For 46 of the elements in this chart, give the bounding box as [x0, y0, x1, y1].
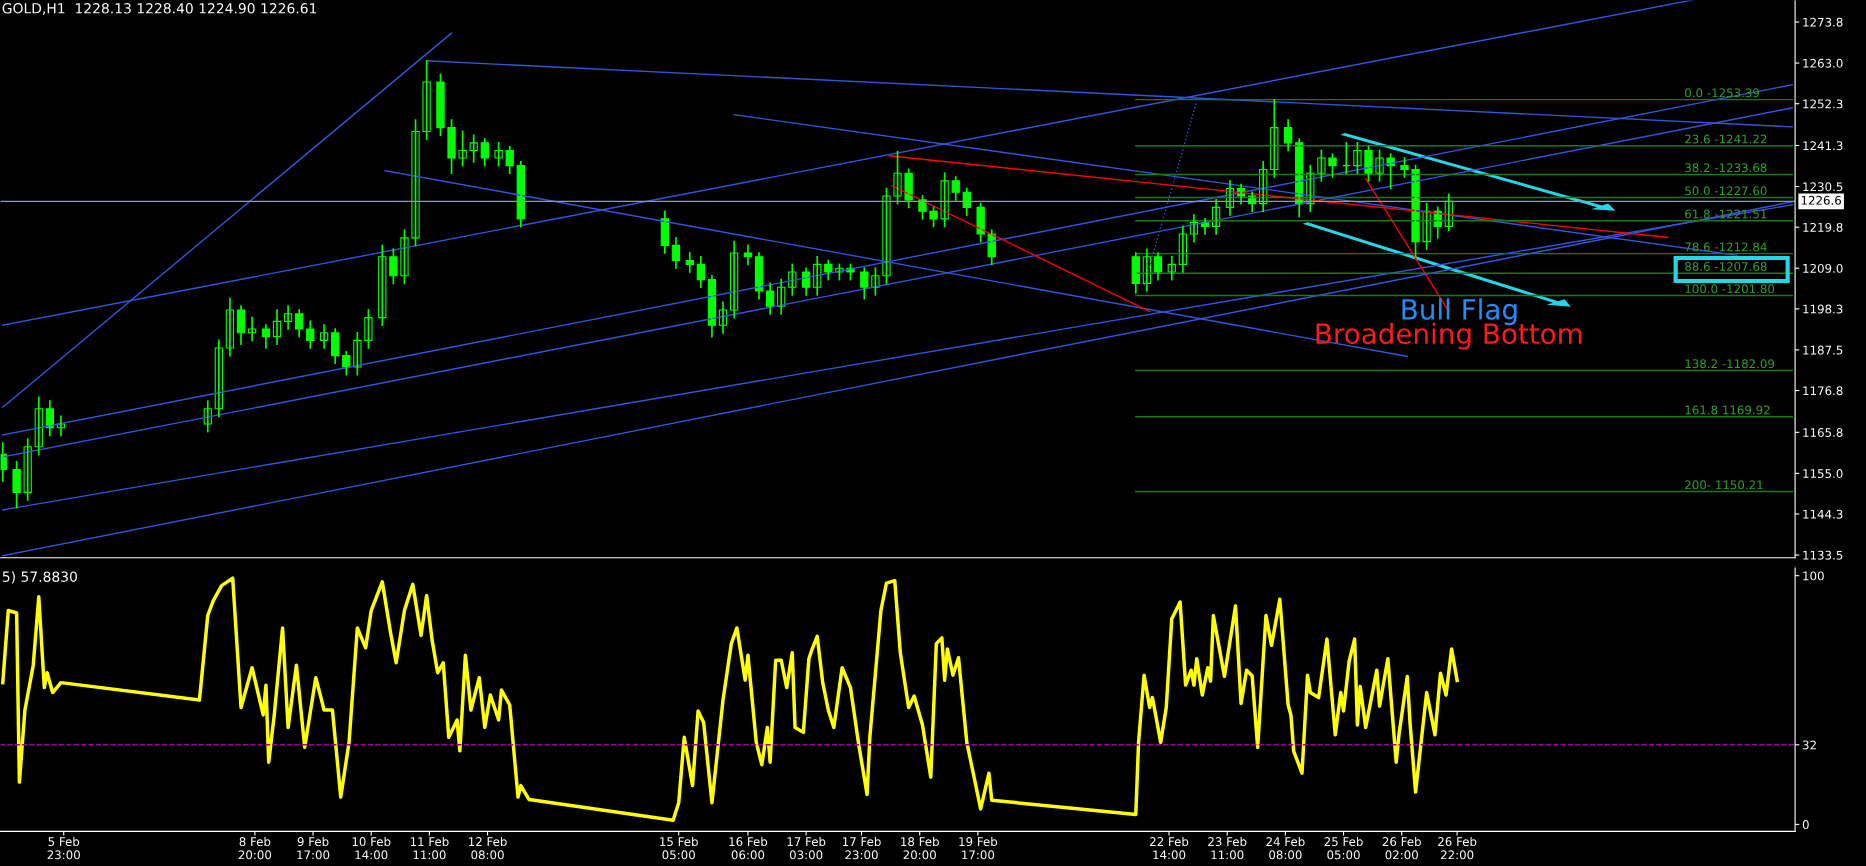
annotation: 50.0 -1227.60: [1685, 186, 1767, 196]
y-tick-label: 1241.3: [1803, 141, 1843, 151]
chart-title: GOLD,H1 1228.13 1228.40 1224.90 1226.61: [2, 3, 317, 15]
x-tick-label: 17 Feb 23:00: [842, 836, 881, 860]
x-tick-label: 19 Feb 17:00: [959, 836, 998, 860]
x-tick-label: 5 Feb 23:00: [47, 836, 80, 860]
x-tick-label: 18 Feb 20:00: [901, 836, 939, 860]
x-tick-label: 9 Feb 17:00: [297, 836, 330, 860]
annotation: 200- 1150.21: [1685, 480, 1763, 490]
annotation: 88.6 -1207.68: [1685, 262, 1767, 271]
annotation: 5) 57.8830: [2, 571, 77, 584]
x-tick-label: 22 Feb 14:00: [1150, 836, 1189, 860]
x-tick-label: 15 Feb 05:00: [660, 836, 698, 860]
y-tick-label: 1187.5: [1803, 345, 1843, 355]
x-tick-label: 17 Feb 03:00: [787, 836, 826, 860]
y-tick-label: 100: [1803, 571, 1824, 581]
x-tick-label: 10 Feb 14:00: [352, 836, 391, 860]
x-tick-label: 26 Feb 22:00: [1438, 836, 1477, 860]
y-tick-label: 1263.0: [1803, 58, 1843, 68]
annotation: 138.2 -1182.09: [1685, 359, 1775, 369]
x-tick-label: 8 Feb 20:00: [238, 836, 272, 860]
x-tick-label: 24 Feb 08:00: [1266, 836, 1305, 860]
annotation: 38.2 -1233.68: [1685, 163, 1767, 173]
x-tick-label: 26 Feb 02:00: [1382, 836, 1421, 860]
ref-line-label: 1226.6: [1801, 195, 1842, 205]
x-tick-label: 16 Feb 06:00: [729, 836, 768, 860]
x-tick-label: 25 Feb 05:00: [1324, 836, 1363, 860]
y-tick-label: 1176.8: [1803, 386, 1843, 396]
y-tick-label: 0: [1802, 820, 1809, 830]
y-tick-label: 1155.0: [1803, 469, 1843, 479]
y-tick-label: 1165.8: [1803, 428, 1843, 437]
y-tick-label: 1209.0: [1803, 263, 1843, 273]
y-tick-label: 1198.3: [1803, 304, 1843, 314]
y-tick-label: 1144.3: [1803, 509, 1843, 519]
annotation: 23.6 -1241.22: [1685, 134, 1767, 144]
y-tick-label: 1273.8: [1803, 17, 1843, 27]
y-tick-label: 32: [1802, 740, 1816, 750]
annotation: 161.8 1169.92: [1685, 405, 1770, 415]
y-tick-label: 1252.3: [1803, 99, 1843, 109]
x-tick-label: 23 Feb 11:00: [1208, 836, 1247, 860]
y-tick-label: 1133.5: [1803, 550, 1843, 560]
y-tick-label: 1230.5: [1803, 182, 1843, 192]
annotation: 100.0 -1201.80: [1685, 284, 1775, 294]
x-tick-label: 12 Feb 08:00: [469, 836, 507, 860]
y-tick-label: 1219.8: [1803, 222, 1843, 232]
x-tick-label: 11 Feb 11:00: [410, 836, 449, 860]
